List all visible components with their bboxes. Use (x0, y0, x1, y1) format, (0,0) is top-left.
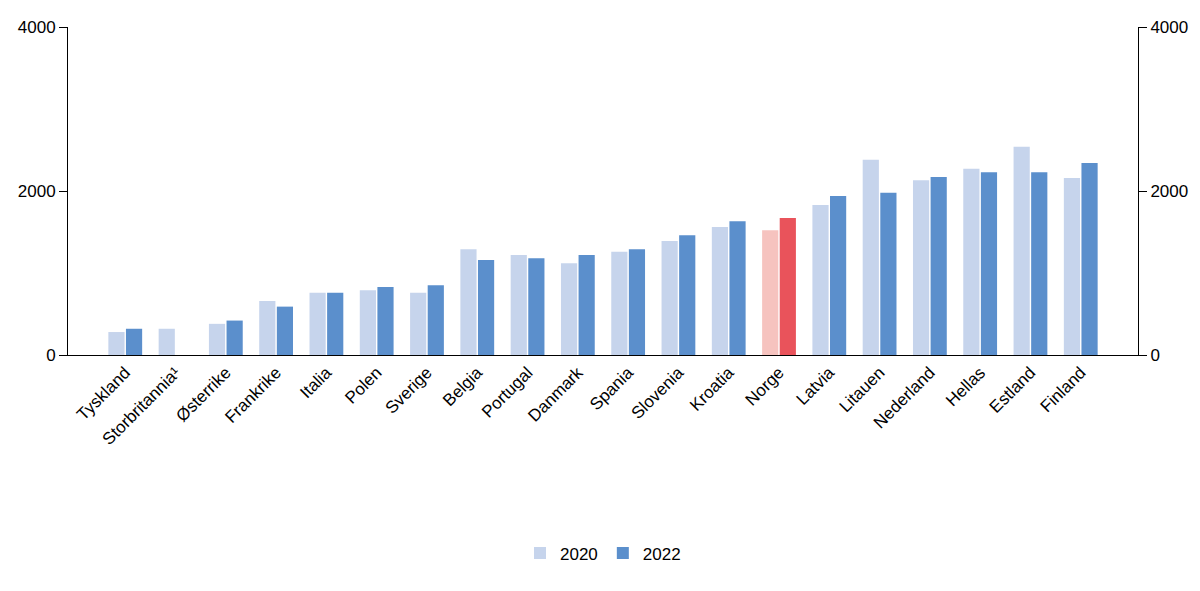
svg-text:Polen: Polen (341, 363, 385, 407)
svg-text:Frankrike: Frankrike (221, 363, 285, 427)
svg-text:Finland: Finland (1037, 363, 1090, 416)
svg-text:2022: 2022 (643, 545, 681, 564)
svg-text:Sverige: Sverige (382, 363, 436, 417)
svg-text:Norge: Norge (742, 363, 788, 409)
svg-text:Belgia: Belgia (439, 363, 486, 410)
svg-text:Italia: Italia (296, 363, 335, 402)
svg-text:Kroatia: Kroatia (686, 363, 738, 415)
svg-text:Tyskland: Tyskland (73, 363, 134, 424)
svg-text:Østerrike: Østerrike (172, 363, 234, 425)
svg-text:Nederland: Nederland (870, 363, 939, 432)
svg-text:Portugal: Portugal (478, 363, 536, 421)
svg-text:2000: 2000 (1150, 182, 1188, 201)
svg-text:Slovenia: Slovenia (628, 363, 688, 423)
svg-text:Storbritannia¹: Storbritannia¹ (99, 363, 185, 449)
svg-text:Latvia: Latvia (793, 363, 839, 409)
svg-text:2000: 2000 (18, 182, 56, 201)
svg-text:Litauen: Litauen (836, 363, 889, 416)
svg-text:2020: 2020 (560, 545, 598, 564)
svg-text:Hellas: Hellas (942, 363, 989, 410)
svg-text:0: 0 (46, 346, 55, 365)
svg-text:Spania: Spania (586, 363, 637, 414)
svg-text:0: 0 (1150, 346, 1159, 365)
svg-text:Estland: Estland (986, 363, 1040, 417)
svg-text:4000: 4000 (18, 18, 56, 37)
svg-text:Danmark: Danmark (524, 363, 587, 426)
svg-text:4000: 4000 (1150, 18, 1188, 37)
